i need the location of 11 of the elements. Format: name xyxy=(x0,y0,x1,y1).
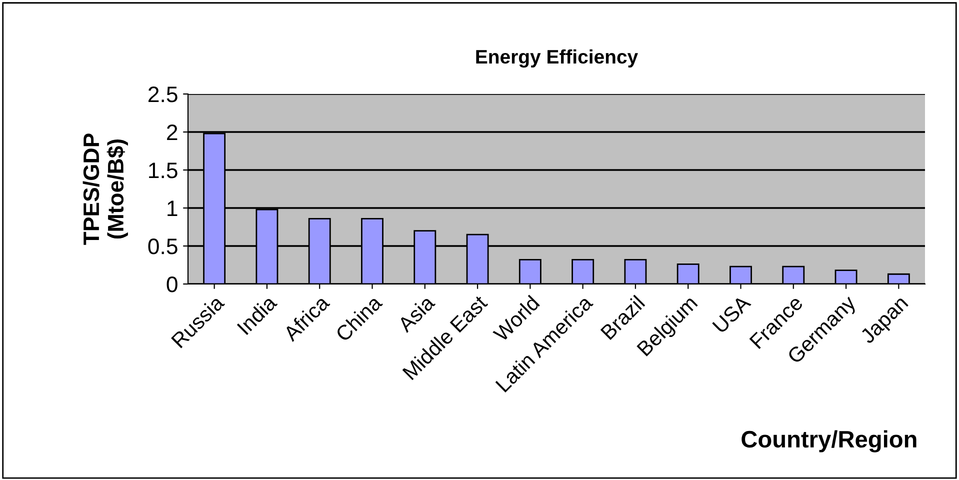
x-tick-label: Asia xyxy=(396,294,436,334)
y-tick-label: 0.5 xyxy=(148,238,178,254)
y-tick-label: 0 xyxy=(166,276,178,292)
chart-title: Energy Efficiency xyxy=(476,49,638,68)
y-axis-title: TPES/GDP (Mtoe/B$) xyxy=(82,134,128,245)
x-axis-title: Country/Region xyxy=(742,430,916,452)
y-tick-label: 1 xyxy=(168,200,178,216)
x-tick-label: USA xyxy=(712,294,752,334)
y-tick-label: 1.5 xyxy=(149,162,178,178)
y-tick-label: 2 xyxy=(167,124,178,140)
y-tick-label: 2.5 xyxy=(148,86,178,102)
